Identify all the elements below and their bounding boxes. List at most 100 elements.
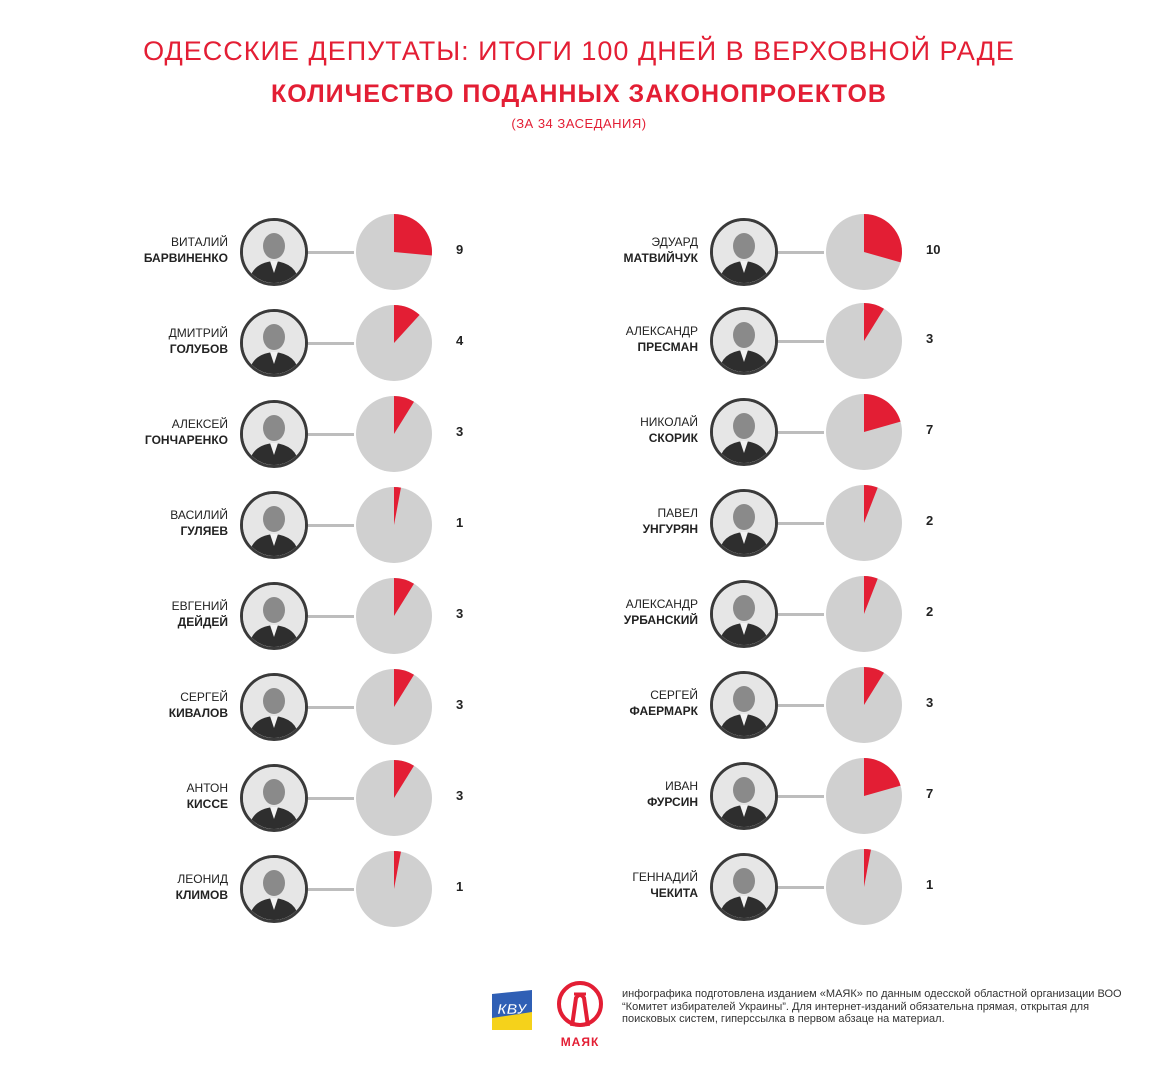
deputy-name: АЛЕКСАНДР ПРЕСМАН bbox=[470, 323, 698, 355]
pie-slice-bills bbox=[394, 487, 401, 525]
pie-chart bbox=[356, 578, 432, 654]
pie-slice-bills bbox=[864, 303, 884, 341]
deputy-photo bbox=[240, 218, 308, 286]
deputy-first-name: АЛЕКСАНДР bbox=[625, 324, 698, 338]
pie-chart bbox=[826, 758, 902, 834]
deputy-last-name: ФУРСИН bbox=[647, 795, 698, 809]
deputy-last-name: ГОНЧАРЕНКО bbox=[144, 433, 228, 447]
deputy-first-name: АЛЕКСАНДР bbox=[625, 597, 698, 611]
bill-count: 1 bbox=[456, 879, 464, 894]
connector-line bbox=[308, 342, 354, 345]
portrait-icon bbox=[713, 583, 775, 645]
deputy-first-name: ЛЕОНИД bbox=[177, 872, 228, 886]
connector-line bbox=[308, 888, 354, 891]
portrait-icon bbox=[713, 221, 775, 283]
deputy-row: ВАСИЛИЙ ГУЛЯЕВ 1 bbox=[0, 485, 500, 565]
deputy-row: ЛЕОНИД КЛИМОВ 1 bbox=[0, 849, 500, 929]
pie-chart bbox=[826, 485, 902, 561]
pie-slice-bills bbox=[394, 396, 414, 434]
deputy-last-name: КИССЕ bbox=[186, 797, 228, 811]
deputy-last-name: КИВАЛОВ bbox=[168, 706, 228, 720]
deputy-row: АЛЕКСАНДР УРБАНСКИЙ 2 bbox=[470, 574, 970, 654]
pie-chart bbox=[356, 851, 432, 927]
deputy-photo bbox=[240, 673, 308, 741]
deputy-row: АНТОН КИССЕ 3 bbox=[0, 758, 500, 838]
deputy-name: ГЕННАДИЙ ЧЕКИТА bbox=[470, 869, 698, 901]
connector-line bbox=[778, 251, 824, 254]
deputy-name: СЕРГЕЙ ФАЕРМАРК bbox=[470, 687, 698, 719]
pie-slice-bills bbox=[394, 578, 414, 616]
deputy-row: АЛЕКСЕЙ ГОНЧАРЕНКО 3 bbox=[0, 394, 500, 474]
pie-chart bbox=[826, 667, 902, 743]
bill-count: 1 bbox=[926, 877, 934, 892]
kvu-logo: КВУ bbox=[490, 990, 534, 1035]
mayak-logo-label: МАЯК bbox=[560, 1035, 600, 1049]
deputy-first-name: АЛЕКСЕЙ bbox=[171, 417, 228, 431]
bill-count: 3 bbox=[456, 424, 464, 439]
deputy-last-name: ФАЕРМАРК bbox=[629, 704, 698, 718]
connector-line bbox=[308, 706, 354, 709]
lighthouse-icon bbox=[557, 981, 603, 1027]
deputy-name: ПАВЕЛ УНГУРЯН bbox=[470, 505, 698, 537]
portrait-icon bbox=[713, 310, 775, 372]
deputy-last-name: МАТВИЙЧУК bbox=[623, 251, 698, 265]
deputy-photo bbox=[710, 218, 778, 286]
deputy-first-name: ГЕННАДИЙ bbox=[632, 870, 698, 884]
deputy-last-name: УНГУРЯН bbox=[642, 522, 698, 536]
deputy-name: АЛЕКСЕЙ ГОНЧАРЕНКО bbox=[0, 416, 228, 448]
deputy-row: ДМИТРИЙ ГОЛУБОВ 4 bbox=[0, 303, 500, 383]
deputy-photo bbox=[710, 580, 778, 648]
deputy-photo bbox=[710, 307, 778, 375]
deputy-row: ЭДУАРД МАТВИЙЧУК 10 bbox=[470, 212, 970, 292]
page-title: ОДЕССКИЕ ДЕПУТАТЫ: ИТОГИ 100 ДНЕЙ В ВЕРХ… bbox=[143, 36, 1015, 66]
bill-count: 3 bbox=[926, 331, 934, 346]
deputy-last-name: УРБАНСКИЙ bbox=[623, 613, 698, 627]
deputy-photo bbox=[710, 489, 778, 557]
deputy-photo bbox=[710, 762, 778, 830]
pie-chart bbox=[356, 487, 432, 563]
deputy-first-name: ВАСИЛИЙ bbox=[170, 508, 228, 522]
bill-count: 7 bbox=[926, 786, 934, 801]
pie-chart bbox=[826, 214, 903, 290]
pie-chart bbox=[356, 214, 433, 290]
deputy-last-name: ЧЕКИТА bbox=[650, 886, 698, 900]
connector-line bbox=[778, 522, 824, 525]
deputy-row: ГЕННАДИЙ ЧЕКИТА 1 bbox=[470, 847, 970, 927]
bill-count: 1 bbox=[456, 515, 464, 530]
pie-slice-bills bbox=[864, 758, 901, 796]
pie-slice-bills bbox=[394, 214, 433, 256]
connector-line bbox=[778, 795, 824, 798]
deputy-last-name: ГОЛУБОВ bbox=[169, 342, 228, 356]
pie-chart bbox=[826, 576, 902, 652]
connector-line bbox=[308, 615, 354, 618]
pie-slice-bills bbox=[864, 849, 871, 887]
deputy-photo bbox=[710, 671, 778, 739]
connector-line bbox=[308, 433, 354, 436]
pie-slice-bills bbox=[864, 667, 884, 705]
portrait-icon bbox=[243, 676, 305, 738]
deputy-last-name: ДЕЙДЕЙ bbox=[177, 615, 228, 629]
deputy-name: ВАСИЛИЙ ГУЛЯЕВ bbox=[0, 507, 228, 539]
pie-slice-bills bbox=[394, 760, 414, 798]
deputy-name: СЕРГЕЙ КИВАЛОВ bbox=[0, 689, 228, 721]
deputy-name: АЛЕКСАНДР УРБАНСКИЙ bbox=[470, 596, 698, 628]
deputy-last-name: ПРЕСМАН bbox=[637, 340, 698, 354]
portrait-icon bbox=[243, 858, 305, 920]
mayak-logo: МАЯК bbox=[552, 980, 608, 1049]
pie-slice-bills bbox=[864, 214, 903, 263]
connector-line bbox=[308, 524, 354, 527]
deputy-photo bbox=[710, 853, 778, 921]
portrait-icon bbox=[243, 494, 305, 556]
sessions-note: (ЗА 34 ЗАСЕДАНИЯ) bbox=[511, 116, 647, 131]
bill-count: 9 bbox=[456, 242, 464, 257]
deputy-photo bbox=[240, 855, 308, 923]
pie-chart bbox=[356, 760, 432, 836]
bill-count: 3 bbox=[456, 788, 464, 803]
bill-count: 7 bbox=[926, 422, 934, 437]
deputy-photo bbox=[240, 309, 308, 377]
deputy-name: ЭДУАРД МАТВИЙЧУК bbox=[470, 234, 698, 266]
deputy-first-name: ЕВГЕНИЙ bbox=[171, 599, 228, 613]
deputy-name: ДМИТРИЙ ГОЛУБОВ bbox=[0, 325, 228, 357]
connector-line bbox=[308, 797, 354, 800]
deputy-first-name: ВИТАЛИЙ bbox=[171, 235, 228, 249]
